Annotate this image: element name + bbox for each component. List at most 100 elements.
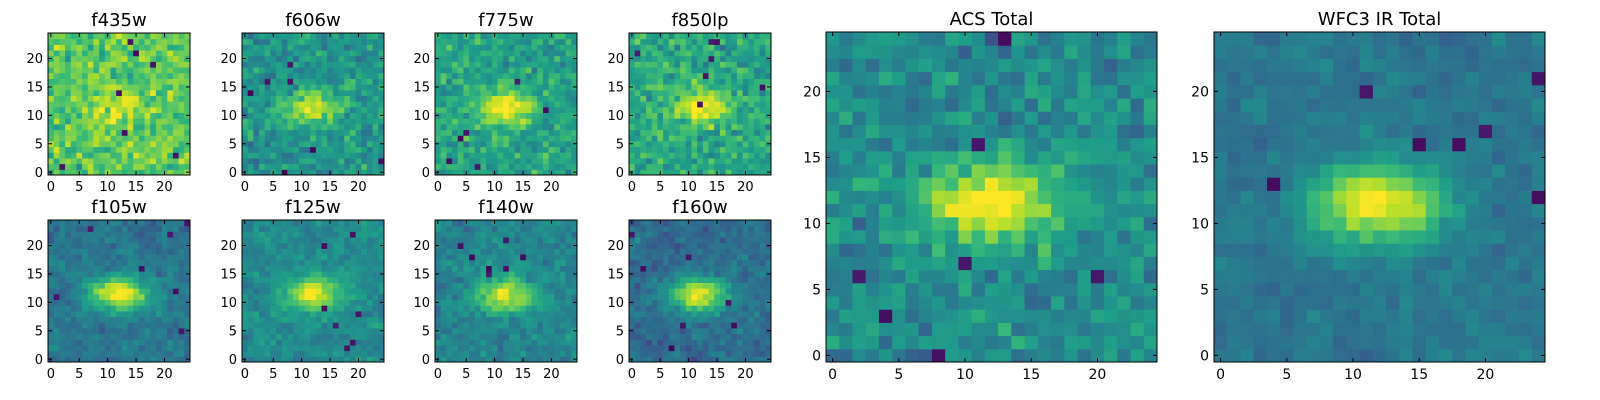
heatmap-cell [725, 72, 732, 79]
heatmap-cell [321, 38, 328, 45]
heatmap-cell [270, 157, 277, 165]
heatmap-cell [765, 350, 772, 357]
heatmap-cell [242, 78, 249, 85]
heatmap-cell [742, 146, 749, 153]
heatmap-cell [503, 299, 510, 306]
heatmap-cell [742, 135, 749, 142]
heatmap-cell [127, 339, 134, 346]
heatmap-cell [310, 350, 317, 357]
heatmap-cell [736, 33, 744, 40]
heatmap-cell [264, 157, 271, 165]
heatmap-cell [634, 135, 641, 142]
heatmap-cell [378, 333, 385, 340]
heatmap-cell [646, 101, 653, 108]
heatmap-cell [372, 95, 379, 102]
heatmap-cell [155, 101, 163, 108]
heatmap-cell [298, 248, 305, 255]
heatmap-cell [293, 242, 300, 249]
heatmap-cell [82, 259, 89, 266]
heatmap-cell [172, 271, 180, 278]
heatmap-cell [531, 254, 538, 261]
heatmap-cell [310, 157, 317, 165]
heatmap-cell [264, 152, 271, 159]
heatmap-cell [565, 248, 572, 255]
heatmap-cell [725, 112, 732, 119]
heatmap-cell [714, 44, 721, 51]
heatmap-cell [508, 50, 516, 57]
heatmap-cell [70, 89, 77, 96]
heatmap-cell [651, 157, 658, 165]
heatmap-cell [138, 220, 146, 227]
heatmap-cell [298, 95, 305, 102]
heatmap-cell [446, 322, 453, 329]
heatmap-cell [138, 152, 146, 159]
heatmap-cell [571, 310, 578, 318]
heatmap-cell [161, 242, 168, 249]
heatmap-cell [167, 322, 174, 329]
heatmap-cell [503, 225, 510, 232]
heatmap-cell [537, 288, 544, 295]
heatmap-cell [310, 231, 317, 238]
heatmap-cell [242, 265, 249, 272]
heatmap-cell [127, 72, 134, 79]
heatmap-cell [127, 44, 134, 51]
heatmap-cell [548, 339, 555, 346]
heatmap-cell [486, 254, 493, 261]
heatmap-cell [497, 95, 504, 102]
heatmap-cell [520, 327, 527, 335]
heatmap-cell [753, 333, 761, 340]
heatmap-cell [155, 157, 163, 165]
heatmap-cell [99, 89, 106, 96]
heatmap-cell [264, 118, 271, 125]
y-tick-label: 0 [422, 166, 430, 181]
heatmap-cell [144, 38, 151, 45]
heatmap-cell [161, 310, 168, 318]
heatmap-cell [366, 299, 374, 306]
heatmap-cell [646, 157, 653, 165]
heatmap-cell [259, 288, 266, 295]
heatmap-cell [184, 220, 191, 227]
heatmap-cell [680, 135, 687, 142]
heatmap-cell [338, 123, 345, 131]
heatmap-cell [719, 282, 727, 289]
heatmap-cell [304, 118, 311, 125]
heatmap-cell [287, 152, 294, 159]
heatmap-cell [537, 327, 544, 335]
heatmap-cell [702, 129, 710, 136]
heatmap-cell [53, 33, 60, 40]
heatmap-cell [554, 61, 561, 68]
heatmap-cell [76, 67, 83, 74]
heatmap-cell [542, 220, 550, 227]
heatmap-cell [714, 140, 721, 148]
heatmap-cell [480, 33, 487, 40]
heatmap-cell [253, 95, 260, 102]
heatmap-cell [87, 231, 94, 238]
heatmap-cell [565, 123, 572, 131]
heatmap-cell [469, 231, 476, 238]
heatmap-cell [452, 163, 459, 170]
heatmap-cell [349, 67, 357, 74]
heatmap-cell [184, 50, 191, 57]
heatmap-cell [452, 61, 459, 68]
heatmap-cell [474, 78, 481, 85]
heatmap-cell [559, 44, 567, 51]
heatmap-cell [748, 310, 755, 318]
heatmap-cell [691, 333, 698, 340]
heatmap-cell [668, 350, 675, 357]
y-tick-label: 10 [26, 109, 43, 124]
heatmap-cell [321, 101, 328, 108]
heatmap-cell [503, 78, 510, 85]
x-tick-label: 15 [515, 180, 532, 195]
heatmap-cell [748, 38, 755, 45]
heatmap-cell [554, 327, 561, 335]
heatmap-cell [554, 356, 561, 363]
heatmap-cell [276, 220, 283, 227]
heatmap-cell [474, 299, 481, 306]
heatmap-cell [708, 333, 715, 340]
heatmap-cell [298, 44, 305, 51]
heatmap-cell [463, 84, 470, 91]
heatmap-cell [548, 225, 555, 232]
heatmap-cell [76, 242, 83, 249]
heatmap-cell [697, 356, 704, 363]
heatmap-cell [70, 44, 77, 51]
